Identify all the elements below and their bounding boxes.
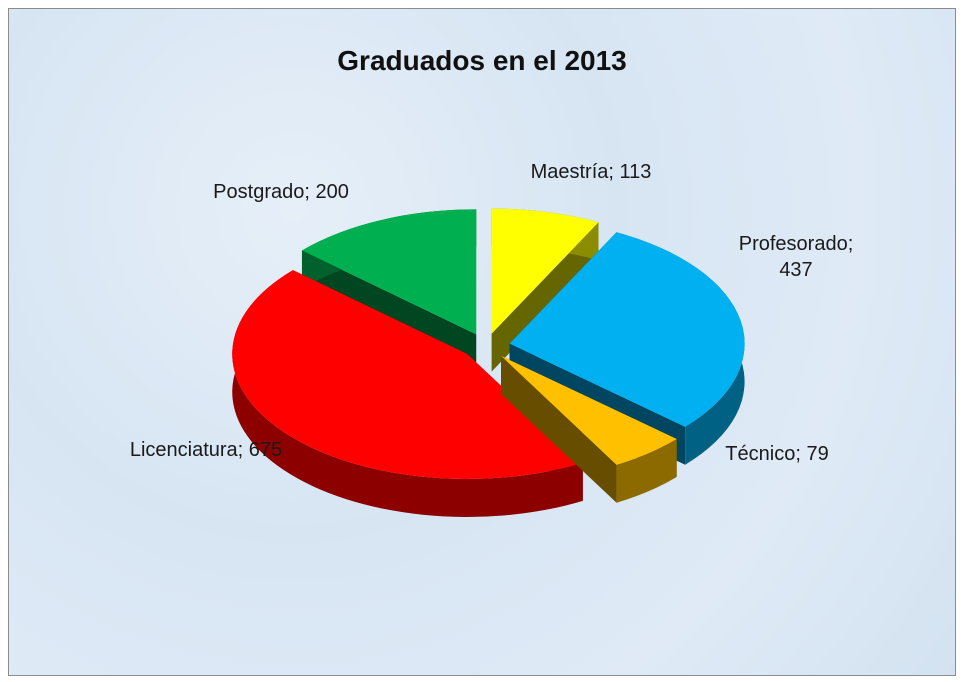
- slice-side: [232, 270, 583, 517]
- data-label: Postgrado; 200: [213, 181, 349, 203]
- data-label: Licenciatura; 675: [129, 439, 283, 461]
- slice-wall: [491, 222, 599, 372]
- slice: [232, 270, 583, 479]
- slice: [509, 232, 745, 427]
- slice: [501, 355, 677, 465]
- data-label: Maestría; 113: [530, 161, 652, 183]
- data-label: Técnico; 79: [725, 443, 829, 465]
- slice-wall: [501, 355, 617, 503]
- chart-title: Graduados en el 2013: [337, 45, 627, 76]
- pie-area: [232, 208, 745, 517]
- slice-side: [616, 439, 677, 503]
- slice: [491, 208, 599, 334]
- slice: [301, 209, 477, 335]
- chart: Graduados en el 2013 Maestría; 113 Profes…: [8, 8, 956, 676]
- data-label: Profesorado; 437: [738, 233, 854, 281]
